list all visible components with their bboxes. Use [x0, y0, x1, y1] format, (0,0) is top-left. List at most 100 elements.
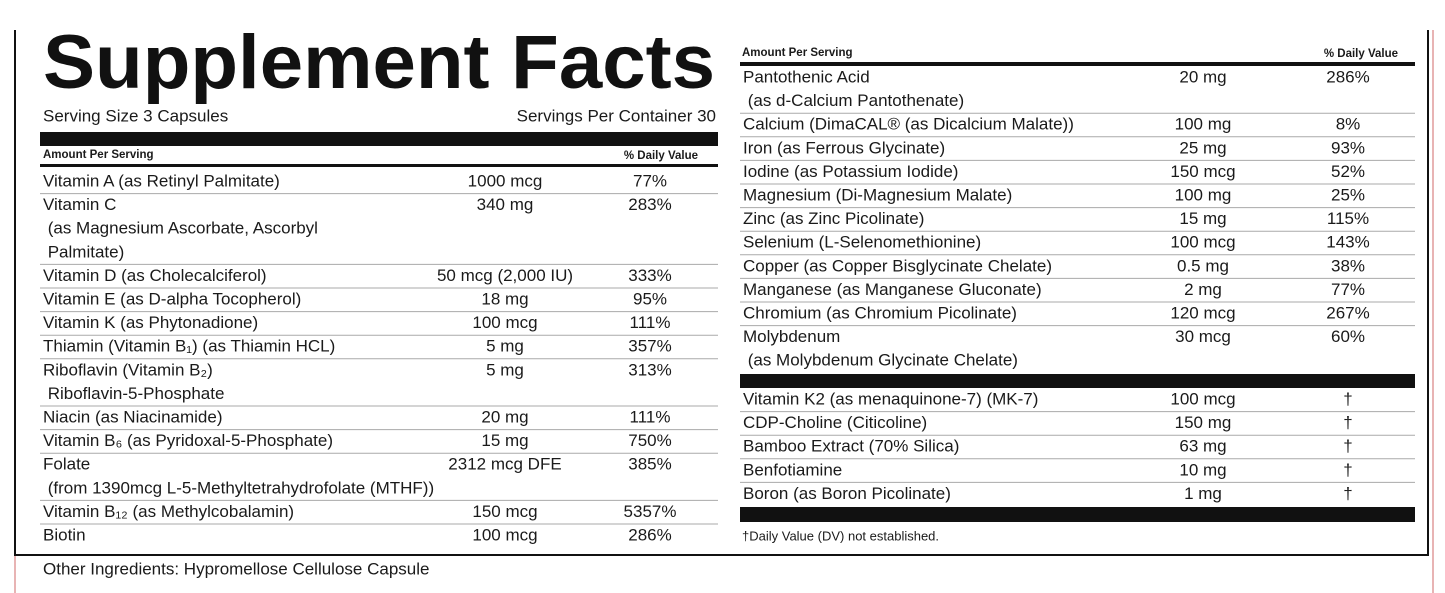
nutrient-name: Vitamin C — [43, 195, 116, 214]
daily-value: 52% — [1331, 162, 1365, 181]
nutrient-name: Vitamin D (as Cholecalciferol) — [43, 266, 267, 285]
nutrient-name: Bamboo Extract (70% Silica) — [743, 437, 959, 456]
daily-value: 385% — [628, 455, 671, 474]
bar — [740, 507, 1415, 522]
nutrient-name: (as Magnesium Ascorbate, Ascorbyl — [43, 219, 318, 238]
nutrient-name: (as d-Calcium Pantothenate) — [743, 91, 964, 110]
amount: 15 mg — [481, 431, 528, 450]
other-ingredients: Other Ingredients: Hypromellose Cellulos… — [43, 559, 429, 578]
nutrient-name: Vitamin B₆ (as Pyridoxal-5-Phosphate) — [43, 431, 333, 450]
bar — [740, 374, 1415, 388]
daily-value: † — [1343, 484, 1352, 503]
amount: 150 mcg — [1170, 162, 1235, 181]
daily-value: † — [1343, 437, 1352, 456]
daily-value: 333% — [628, 266, 671, 285]
nutrient-name: Folate — [43, 455, 90, 474]
nutrient-name: Vitamin K2 (as menaquinone-7) (MK-7) — [743, 389, 1038, 408]
serving-size: Serving Size 3 Capsules — [43, 106, 228, 125]
amount: 2312 mcg DFE — [448, 455, 561, 474]
amount: 20 mg — [1179, 67, 1226, 86]
header: % Daily Value — [624, 150, 698, 162]
daily-value: 111% — [630, 313, 671, 332]
daily-value: 267% — [1326, 303, 1369, 322]
daily-value: 286% — [1326, 67, 1369, 86]
amount: 1 mg — [1184, 484, 1222, 503]
amount: 18 mg — [481, 289, 528, 308]
amount: 2 mg — [1184, 280, 1222, 299]
servings-per-container: Servings Per Container 30 — [517, 106, 716, 125]
nutrient-name: Pantothenic Acid — [743, 67, 870, 86]
nutrient-name: (as Molybdenum Glycinate Chelate) — [743, 351, 1018, 370]
nutrient-name: Molybdenum — [743, 327, 840, 346]
daily-value: 750% — [628, 431, 671, 450]
nutrient-name: Calcium (DimaCAL® (as Dicalcium Malate)) — [743, 115, 1074, 134]
bar — [40, 132, 718, 146]
daily-value: 313% — [628, 360, 671, 379]
nutrient-name: Selenium (L-Selenomethionine) — [743, 233, 981, 252]
daily-value: 77% — [633, 171, 667, 190]
header: % Daily Value — [1324, 48, 1398, 60]
daily-value: 77% — [1331, 280, 1365, 299]
nutrient-name: Riboflavin (Vitamin B₂) — [43, 360, 213, 379]
amount: 150 mg — [1175, 413, 1232, 432]
amount: 150 mcg — [472, 502, 537, 521]
rule — [740, 62, 1415, 66]
daily-value: 283% — [628, 195, 671, 214]
nutrient-name: Boron (as Boron Picolinate) — [743, 484, 951, 503]
amount: 10 mg — [1179, 460, 1226, 479]
amount: 340 mg — [477, 195, 534, 214]
amount: 100 mcg — [472, 313, 537, 332]
nutrient-name: Biotin — [43, 525, 86, 544]
daily-value: 95% — [633, 289, 667, 308]
amount: 50 mcg (2,000 IU) — [437, 266, 573, 285]
daily-value: 5357% — [624, 502, 677, 521]
amount: 5 mg — [486, 360, 524, 379]
daily-value: 8% — [1336, 115, 1361, 134]
amount: 30 mcg — [1175, 327, 1231, 346]
nutrient-name: Vitamin E (as D-alpha Tocopherol) — [43, 289, 301, 308]
daily-value: 115% — [1327, 209, 1369, 228]
amount: 25 mg — [1179, 138, 1226, 157]
nutrient-name: Thiamin (Vitamin B₁) (as Thiamin HCL) — [43, 337, 335, 356]
amount: 15 mg — [1179, 209, 1226, 228]
nutrient-name: Zinc (as Zinc Picolinate) — [743, 209, 924, 228]
daily-value: † — [1343, 389, 1352, 408]
nutrient-name: Iodine (as Potassium Iodide) — [743, 162, 958, 181]
daily-value: 60% — [1331, 327, 1365, 346]
nutrient-name: Vitamin K (as Phytonadione) — [43, 313, 258, 332]
nutrient-name: (from 1390mcg L-5-Methyltetrahydrofolate… — [43, 478, 434, 497]
daily-value: 25% — [1331, 185, 1365, 204]
daily-value: † — [1343, 413, 1352, 432]
nutrient-name: Palmitate) — [43, 242, 124, 261]
nutrient-name: Riboflavin-5-Phosphate — [43, 384, 224, 403]
nutrient-name: Manganese (as Manganese Gluconate) — [743, 280, 1042, 299]
daily-value: † — [1343, 460, 1352, 479]
nutrient-name: Magnesium (Di-Magnesium Malate) — [743, 185, 1012, 204]
amount: 20 mg — [481, 407, 528, 426]
nutrient-name: Vitamin A (as Retinyl Palmitate) — [43, 171, 280, 190]
amount: 100 mg — [1175, 185, 1232, 204]
amount: 100 mcg — [472, 525, 537, 544]
footnote: †Daily Value (DV) not established. — [742, 528, 939, 543]
nutrient-name: CDP-Choline (Citicoline) — [743, 413, 927, 432]
daily-value: 143% — [1326, 233, 1369, 252]
nutrient-name: Chromium (as Chromium Picolinate) — [743, 303, 1017, 322]
amount: 1000 mcg — [468, 171, 543, 190]
daily-value: 111% — [630, 407, 671, 426]
title: Supplement Facts — [43, 20, 715, 105]
nutrient-name: Copper (as Copper Bisglycinate Chelate) — [743, 256, 1052, 275]
nutrient-name: Iron (as Ferrous Glycinate) — [743, 138, 945, 157]
daily-value: 93% — [1331, 138, 1365, 157]
amount: 120 mcg — [1170, 303, 1235, 322]
nutrient-name: Niacin (as Niacinamide) — [43, 407, 223, 426]
nutrient-name: Benfotiamine — [743, 460, 842, 479]
amount: 100 mg — [1175, 115, 1232, 134]
amount: 100 mcg — [1170, 233, 1235, 252]
amount: 5 mg — [486, 337, 524, 356]
daily-value: 38% — [1331, 256, 1365, 275]
amount: 63 mg — [1179, 437, 1226, 456]
nutrient-name: Vitamin B₁₂ (as Methylcobalamin) — [43, 502, 294, 521]
